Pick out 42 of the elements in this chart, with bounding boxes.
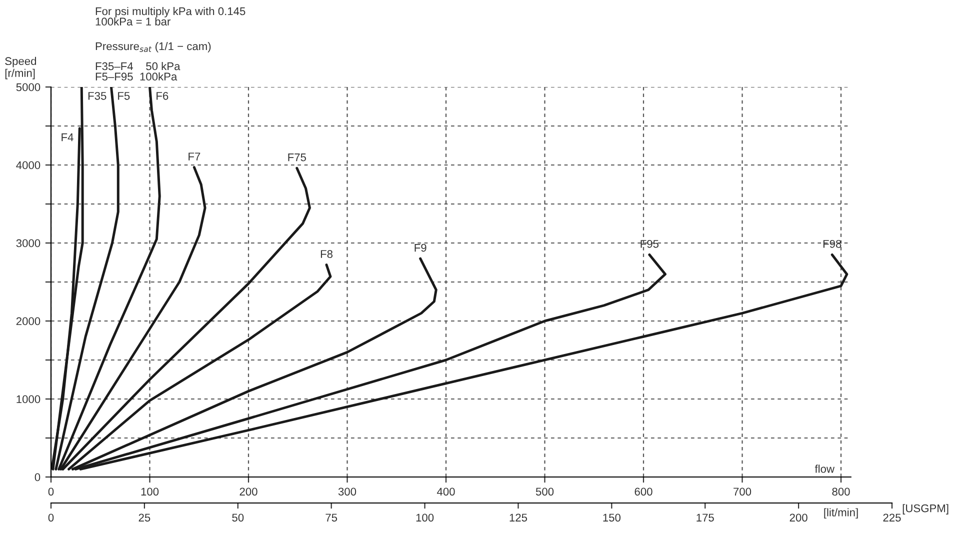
y-tick-label: 0 [34, 473, 40, 482]
x-tick-label: 0 [48, 488, 54, 496]
x-tick-label: 200 [240, 488, 258, 496]
x-tick-label: 800 [832, 488, 850, 496]
x2-tick-label: 225 [883, 514, 901, 522]
x-tick-label: 600 [634, 488, 652, 496]
series-label: F4 [62, 133, 74, 142]
series-label: F75 [288, 153, 306, 162]
x2-tick-label: 175 [696, 514, 714, 522]
x2-tick-label: 0 [48, 514, 54, 522]
y-tick-label: 2000 [16, 317, 40, 326]
x2-tick-label: 100 [416, 514, 434, 522]
x-tick-label: 300 [338, 488, 356, 496]
annotation: flow [814, 464, 835, 473]
series-label: F9 [414, 244, 426, 252]
x2-tick-label: 25 [138, 514, 150, 522]
x-tick-label: 700 [734, 488, 752, 496]
y-axis-title: Speed [r/min] [5, 56, 36, 80]
series-label: F7 [188, 152, 200, 160]
x2-tick-label: 150 [603, 514, 620, 522]
series-label: F5 [118, 92, 130, 100]
text: F35–F4 50 kPa F5–F95 100kPa [96, 62, 180, 81]
y-tick-label: 1000 [16, 395, 40, 404]
x-axis-title: [lit/min] [824, 508, 858, 519]
y-tick-label: 5000 [16, 83, 40, 92]
series-label: F98 [823, 240, 842, 248]
text: For psi multiply kPa with 0.145 100kPa = 1 bar [96, 7, 246, 26]
x2-axis-title: [USGPM] [902, 504, 948, 514]
x2-tick-label: 75 [326, 514, 338, 522]
x2-tick-label: 200 [790, 514, 808, 522]
series-label: F8 [320, 250, 333, 258]
x2-tick-label: 125 [510, 514, 528, 522]
x-tick-label: 400 [436, 488, 455, 496]
series-label: F35 [88, 92, 106, 100]
x-tick-label: 100 [141, 488, 159, 496]
series-label: F95 [640, 240, 659, 248]
y-tick-label: 4000 [16, 161, 40, 170]
text: Pressure$_{sat}$ (1/1 − cam) [96, 42, 211, 52]
x2-tick-label: 50 [232, 514, 244, 522]
series-label: F6 [156, 92, 168, 100]
y-tick-label: 3000 [16, 239, 40, 248]
x-tick-label: 500 [536, 488, 554, 496]
